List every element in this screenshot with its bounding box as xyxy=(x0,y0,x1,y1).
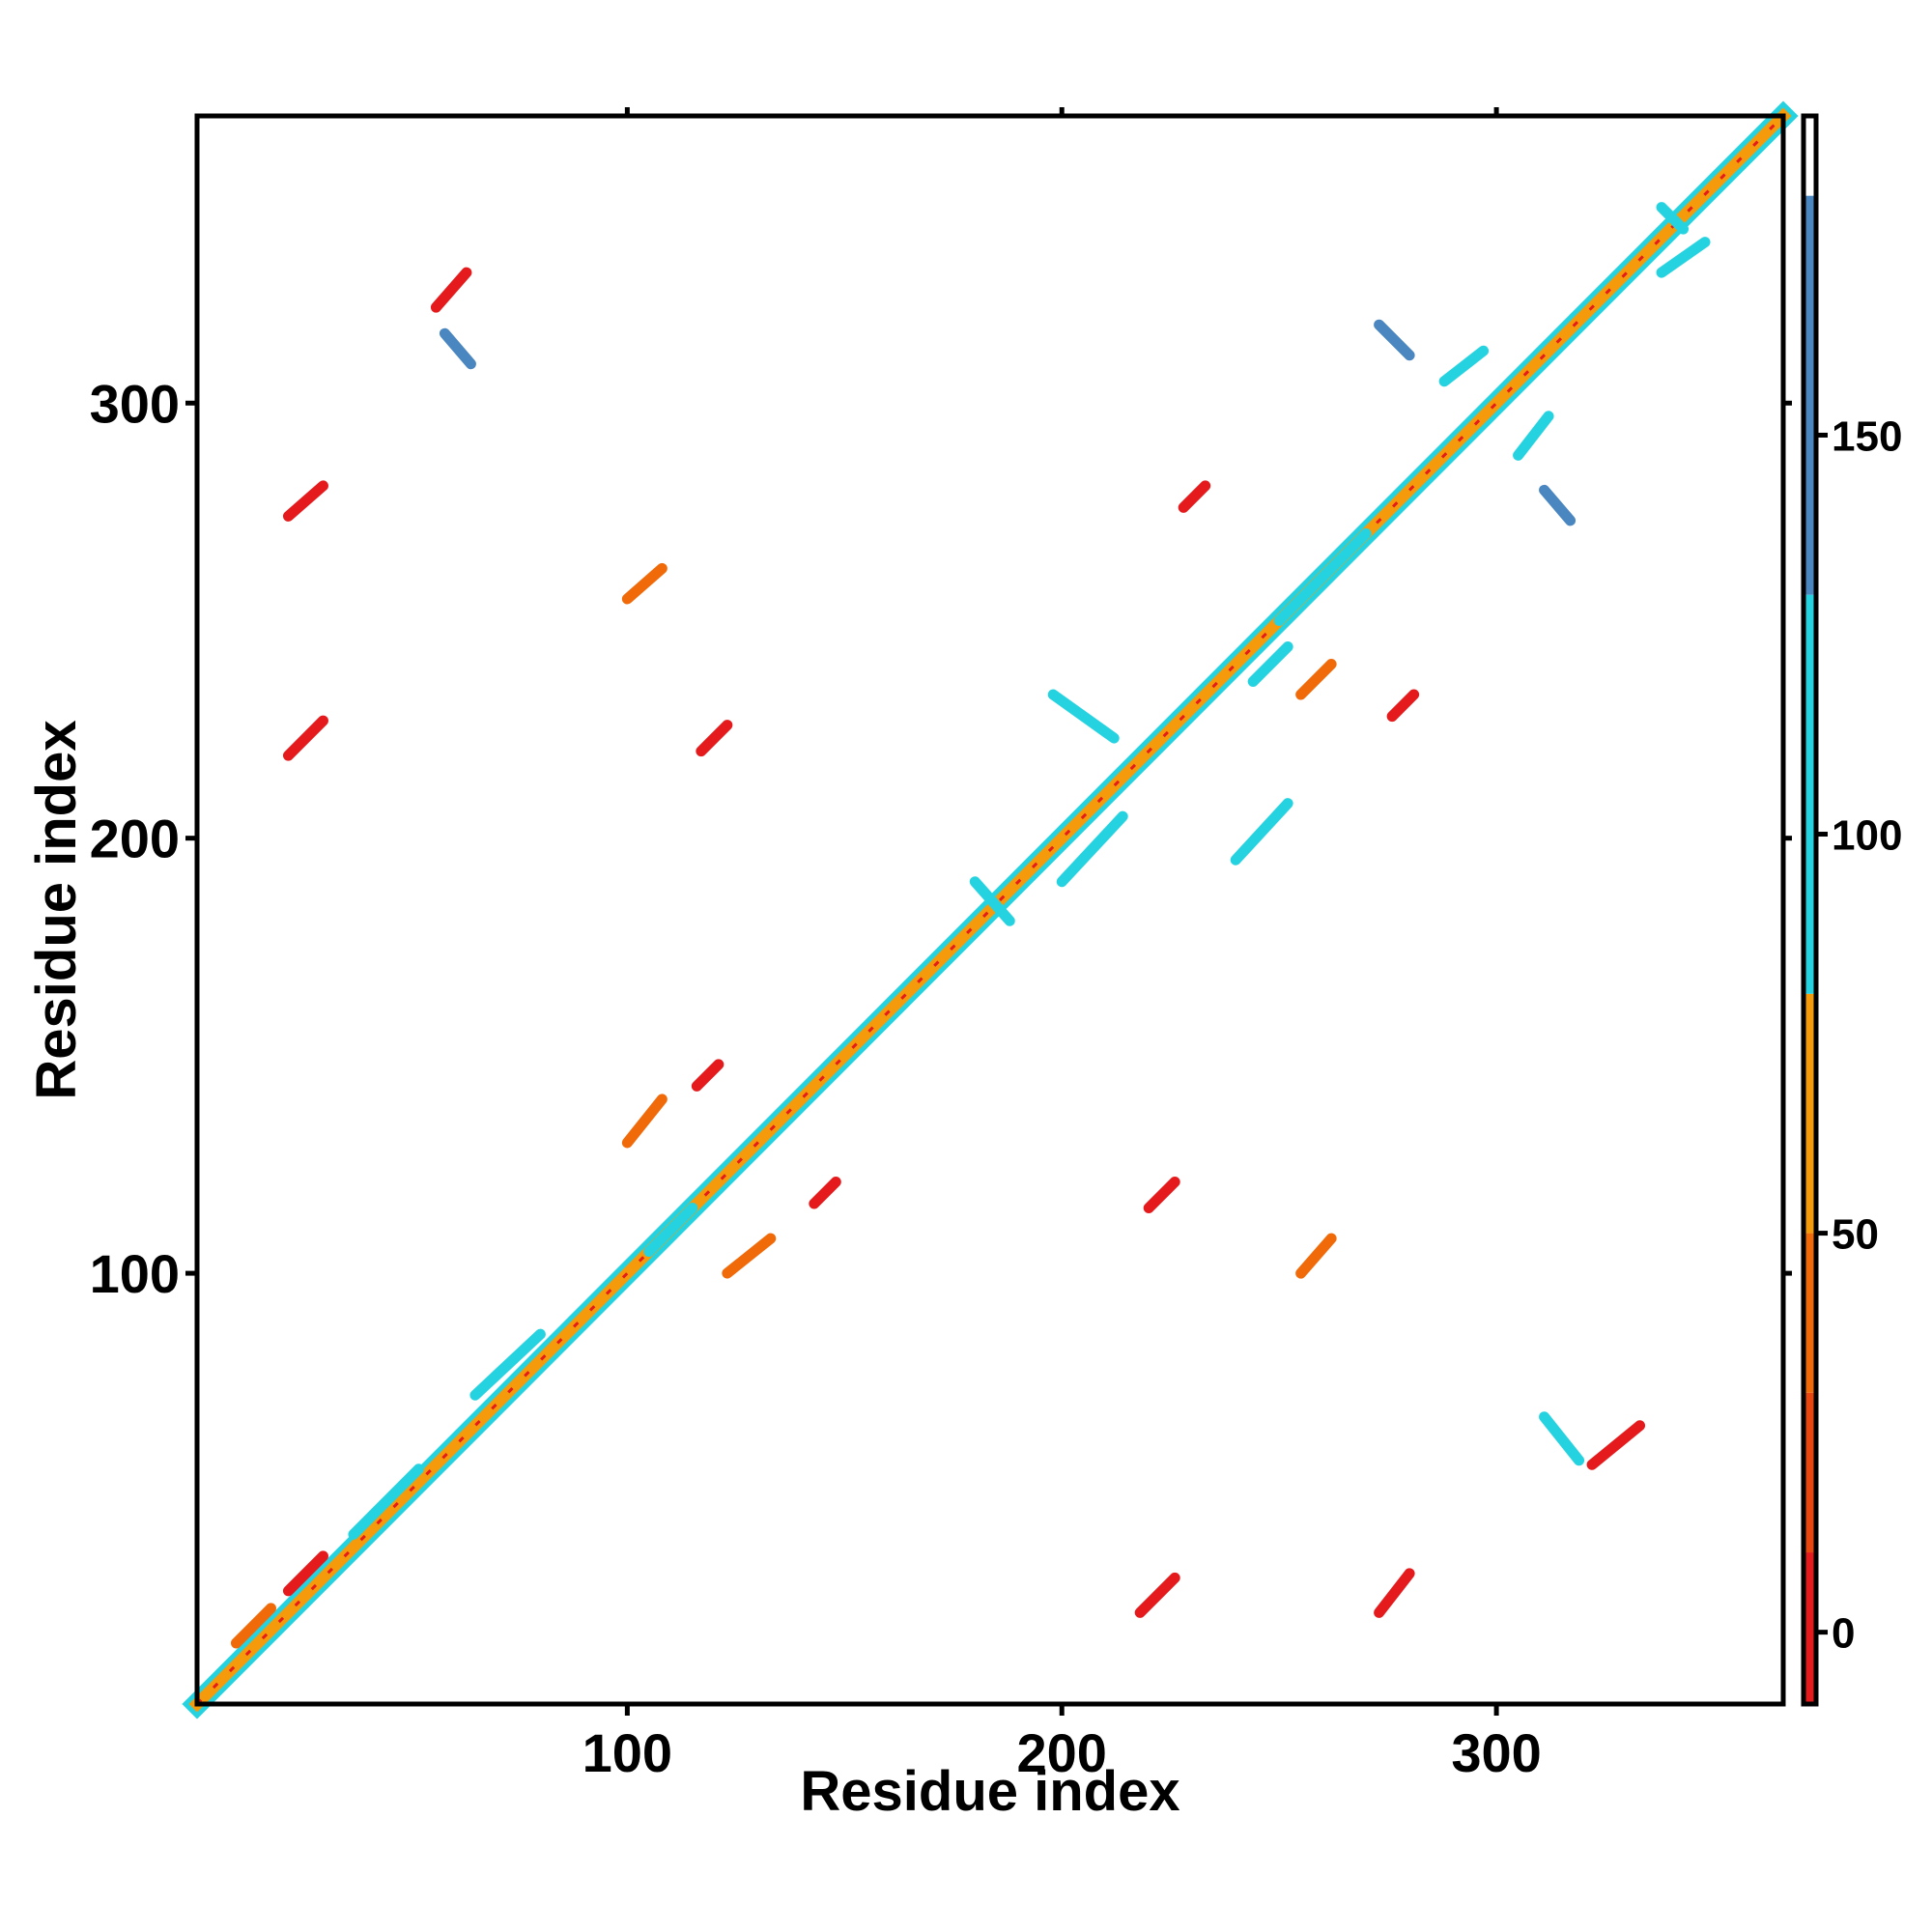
contact-segment-6 xyxy=(1539,1411,1585,1466)
colorbar-band-6 xyxy=(1804,116,1816,196)
y-tick-labels: 100 200 300 xyxy=(90,373,180,1304)
contact-segment-18 xyxy=(1247,641,1293,688)
contact-segment-26 xyxy=(621,562,668,605)
contact-segment-12 xyxy=(282,480,328,522)
contact-segment-29 xyxy=(1178,480,1211,513)
contact-segment-33 xyxy=(1438,345,1490,387)
colorbar-tick-label-100: 100 xyxy=(1832,812,1902,860)
y-tick-label-300: 300 xyxy=(90,373,180,434)
x-tick-label-300: 300 xyxy=(1451,1722,1541,1783)
colorbar xyxy=(1804,116,1828,1704)
contact-segment-32 xyxy=(1656,237,1711,278)
y-tick-marks xyxy=(185,400,1792,1276)
contact-segment-35 xyxy=(1047,689,1120,744)
contact-segment-31 xyxy=(1656,202,1690,235)
x-tick-label-100: 100 xyxy=(582,1722,672,1783)
diagonal-core xyxy=(195,114,1785,1706)
colorbar-band-2 xyxy=(1804,1233,1816,1393)
contact-segment-19 xyxy=(1295,659,1337,700)
x-tick-marks xyxy=(624,107,1499,1716)
contact-segment-5 xyxy=(1586,1420,1646,1470)
x-axis-title: Residue index xyxy=(800,1760,1179,1823)
contact-segment-7 xyxy=(1143,1177,1180,1214)
contact-segment-14 xyxy=(439,327,476,370)
contact-segment-3 xyxy=(1134,1572,1180,1618)
heatmap-plot-area xyxy=(182,100,1799,1719)
contact-segment-10 xyxy=(282,715,328,761)
contact-segment-15 xyxy=(1374,319,1415,361)
contact-segment-9 xyxy=(691,1059,724,1092)
plot-frame xyxy=(194,113,1786,1707)
y-tick-label-100: 100 xyxy=(90,1243,180,1304)
colorbar-tick-label-150: 150 xyxy=(1832,412,1902,460)
contact-segment-21 xyxy=(1273,527,1372,626)
contact-segment-11 xyxy=(696,720,733,757)
x-tick-label-200: 200 xyxy=(1017,1722,1107,1783)
colorbar-band-5 xyxy=(1804,195,1816,595)
contact-segment-28 xyxy=(621,1094,668,1149)
colorbar-tick-labels: 0 50 100 150 xyxy=(1832,412,1902,1657)
colorbar-band-4 xyxy=(1804,594,1816,994)
contact-segment-27 xyxy=(722,1233,777,1279)
contact-segment-24 xyxy=(643,1203,698,1258)
contact-segment-34 xyxy=(1513,411,1554,461)
y-axis-title: Residue index xyxy=(25,720,88,1099)
colorbar-band-1 xyxy=(1804,1392,1816,1553)
contact-segment-8 xyxy=(809,1177,841,1209)
contact-segment-20 xyxy=(1056,810,1128,888)
colorbar-tick-label-0: 0 xyxy=(1832,1610,1855,1658)
contact-segment-22 xyxy=(469,1328,546,1401)
colorbar-band-3 xyxy=(1804,993,1816,1234)
contact-segment-13 xyxy=(430,267,472,313)
contact-segment-23 xyxy=(348,1463,424,1540)
colorbar-tick-label-50: 50 xyxy=(1832,1211,1879,1259)
y-tick-label-200: 200 xyxy=(90,809,180,869)
contact-segment-25 xyxy=(1295,1233,1337,1279)
contact-segment-1 xyxy=(282,1550,328,1597)
contact-segment-36 xyxy=(1230,798,1293,866)
contact-segment-16 xyxy=(1539,484,1577,526)
colorbar-frame xyxy=(1801,113,1819,1707)
contact-segment-4 xyxy=(1374,1568,1415,1618)
contact-segment-2 xyxy=(230,1603,276,1649)
colorbar-band-0 xyxy=(1804,1552,1816,1704)
x-tick-labels: 100 200 300 xyxy=(582,1722,1542,1783)
contact-segment-17 xyxy=(969,876,1015,926)
contact-segment-30 xyxy=(1386,689,1420,723)
